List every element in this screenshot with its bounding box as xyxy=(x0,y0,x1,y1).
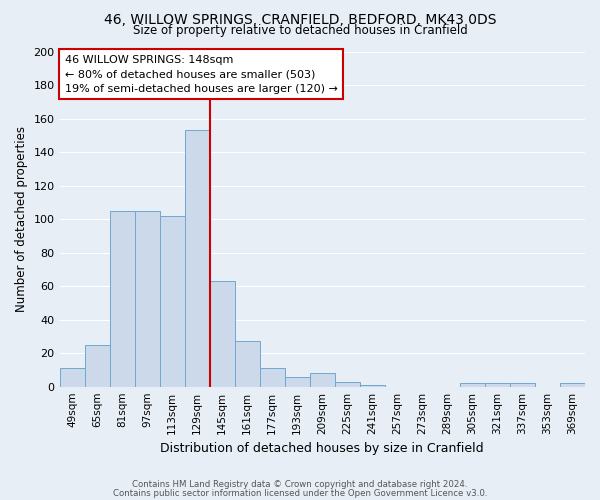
Text: Contains public sector information licensed under the Open Government Licence v3: Contains public sector information licen… xyxy=(113,488,487,498)
Bar xyxy=(560,384,585,386)
Bar xyxy=(510,384,535,386)
Y-axis label: Number of detached properties: Number of detached properties xyxy=(15,126,28,312)
Bar xyxy=(160,216,185,386)
Bar xyxy=(185,130,209,386)
Bar xyxy=(485,384,510,386)
Bar xyxy=(335,382,360,386)
Text: Contains HM Land Registry data © Crown copyright and database right 2024.: Contains HM Land Registry data © Crown c… xyxy=(132,480,468,489)
Bar xyxy=(460,384,485,386)
Bar xyxy=(285,376,310,386)
Text: 46 WILLOW SPRINGS: 148sqm
← 80% of detached houses are smaller (503)
19% of semi: 46 WILLOW SPRINGS: 148sqm ← 80% of detac… xyxy=(65,55,338,94)
Bar xyxy=(134,210,160,386)
Bar xyxy=(110,210,134,386)
Bar xyxy=(360,385,385,386)
Bar xyxy=(310,374,335,386)
Bar xyxy=(209,281,235,386)
Bar xyxy=(260,368,285,386)
Text: 46, WILLOW SPRINGS, CRANFIELD, BEDFORD, MK43 0DS: 46, WILLOW SPRINGS, CRANFIELD, BEDFORD, … xyxy=(104,12,496,26)
Bar xyxy=(235,342,260,386)
Bar xyxy=(59,368,85,386)
Text: Size of property relative to detached houses in Cranfield: Size of property relative to detached ho… xyxy=(133,24,467,37)
Bar xyxy=(85,345,110,387)
X-axis label: Distribution of detached houses by size in Cranfield: Distribution of detached houses by size … xyxy=(160,442,484,455)
